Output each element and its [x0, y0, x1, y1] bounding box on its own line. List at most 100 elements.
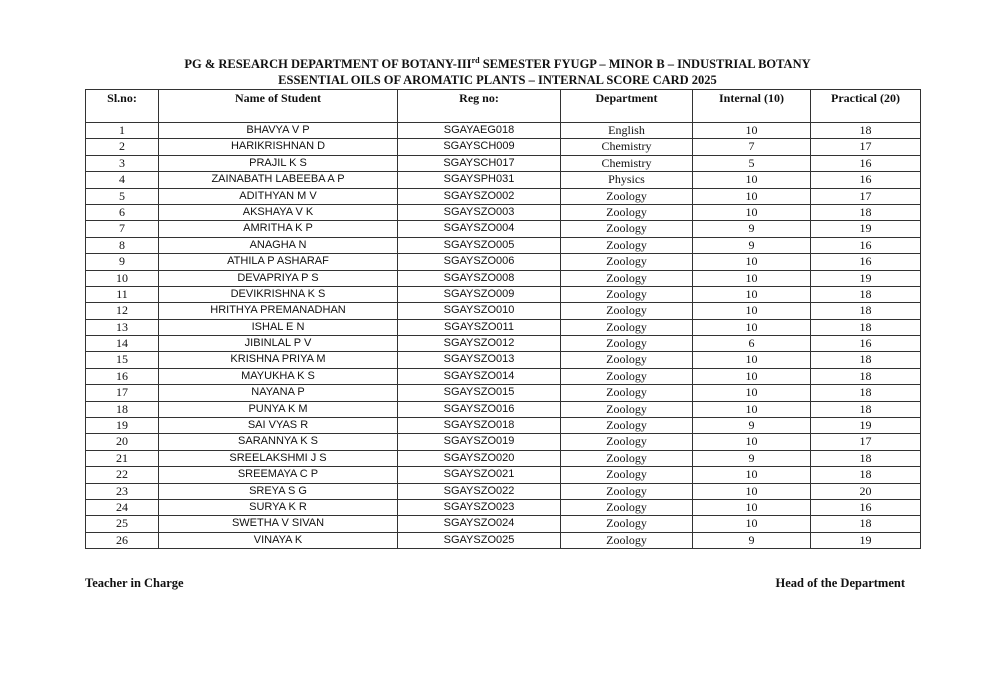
cell-regno: SGAYAEG018: [397, 121, 561, 140]
cell-internal: 6: [692, 335, 811, 353]
cell-internal: 10: [692, 318, 811, 337]
cell-internal: 10: [692, 367, 811, 386]
table-row: 26 VINAYA K SGAYSZO025 Zoology 9 19: [85, 531, 921, 550]
table-row: 23 SREYA S G SGAYSZO022 Zoology 10 20: [85, 482, 921, 500]
cell-slno: 3: [85, 154, 159, 173]
cell-practical: 19: [810, 417, 921, 435]
cell-regno: SGAYSZO012: [397, 335, 561, 353]
header-slno: Sl.no:: [85, 89, 159, 123]
cell-internal: 7: [692, 138, 811, 156]
table-row: 8 ANAGHA N SGAYSZO005 Zoology 9 16: [85, 236, 921, 255]
cell-department: Zoology: [560, 367, 693, 386]
cell-department: Zoology: [560, 466, 693, 484]
cell-regno: SGAYSZO019: [397, 433, 561, 451]
cell-slno: 13: [85, 318, 159, 337]
cell-slno: 18: [85, 400, 159, 419]
cell-department: Zoology: [560, 515, 693, 533]
cell-department: Zoology: [560, 417, 693, 435]
cell-slno: 15: [85, 351, 159, 369]
cell-department: Zoology: [560, 531, 693, 550]
cell-name: PUNYA K M: [158, 400, 398, 419]
cell-department: Zoology: [560, 400, 693, 419]
cell-department: Zoology: [560, 253, 693, 271]
table-row: 9 ATHILA P ASHARAF SGAYSZO006 Zoology 10 16: [85, 253, 921, 271]
cell-practical: 17: [810, 187, 921, 205]
cell-regno: SGAYSZO011: [397, 318, 561, 337]
cell-regno: SGAYSZO016: [397, 400, 561, 419]
cell-practical: 16: [810, 253, 921, 271]
cell-practical: 16: [810, 498, 921, 517]
cell-regno: SGAYSPH031: [397, 171, 561, 189]
cell-name: VINAYA K: [158, 531, 398, 550]
cell-internal: 10: [692, 269, 811, 287]
cell-regno: SGAYSZO009: [397, 285, 561, 304]
cell-slno: 26: [85, 531, 159, 550]
cell-slno: 16: [85, 367, 159, 386]
cell-department: Zoology: [560, 335, 693, 353]
cell-slno: 23: [85, 482, 159, 500]
cell-slno: 9: [85, 253, 159, 271]
cell-practical: 19: [810, 531, 921, 550]
cell-slno: 12: [85, 302, 159, 320]
cell-name: SARANNYA K S: [158, 433, 398, 451]
table-row: 5 ADITHYAN M V SGAYSZO002 Zoology 10 17: [85, 187, 921, 205]
cell-name: ADITHYAN M V: [158, 187, 398, 205]
cell-regno: SGAYSZO010: [397, 302, 561, 320]
cell-department: Zoology: [560, 285, 693, 304]
table-row: 2 HARIKRISHNAN D SGAYSCH009 Chemistry 7 17: [85, 138, 921, 156]
cell-internal: 10: [692, 466, 811, 484]
cell-regno: SGAYSZO018: [397, 417, 561, 435]
cell-name: HRITHYA PREMANADHAN: [158, 302, 398, 320]
cell-regno: SGAYSZO015: [397, 384, 561, 402]
cell-department: Chemistry: [560, 138, 693, 156]
cell-internal: 9: [692, 220, 811, 238]
document-subtitle: ESSENTIAL OILS OF AROMATIC PLANTS – INTE…: [278, 73, 717, 87]
table-header-row: Sl.no: Name of Student Reg no: Departmen…: [85, 89, 921, 123]
cell-slno: 8: [85, 236, 159, 255]
cell-regno: SGAYSZO023: [397, 498, 561, 517]
cell-internal: 10: [692, 482, 811, 500]
cell-practical: 18: [810, 400, 921, 419]
cell-name: SWETHA V SIVAN: [158, 515, 398, 533]
table-row: 3 PRAJIL K S SGAYSCH017 Chemistry 5 16: [85, 154, 921, 173]
cell-department: Zoology: [560, 236, 693, 255]
score-table: Sl.no: Name of Student Reg no: Departmen…: [85, 89, 921, 550]
table-row: 13 ISHAL E N SGAYSZO011 Zoology 10 18: [85, 318, 921, 337]
cell-practical: 18: [810, 515, 921, 533]
cell-practical: 18: [810, 384, 921, 402]
cell-practical: 18: [810, 203, 921, 222]
cell-practical: 19: [810, 220, 921, 238]
cell-department: Zoology: [560, 433, 693, 451]
cell-practical: 18: [810, 449, 921, 468]
cell-practical: 18: [810, 302, 921, 320]
cell-name: HARIKRISHNAN D: [158, 138, 398, 156]
table-row: 14 JIBINLAL P V SGAYSZO012 Zoology 6 16: [85, 335, 921, 353]
cell-name: SREELAKSHMI J S: [158, 449, 398, 468]
cell-slno: 20: [85, 433, 159, 451]
cell-name: ZAINABATH LABEEBA A P: [158, 171, 398, 189]
table-row: 21 SREELAKSHMI J S SGAYSZO020 Zoology 9 18: [85, 449, 921, 468]
header-department: Department: [560, 89, 693, 123]
cell-name: AMRITHA K P: [158, 220, 398, 238]
cell-regno: SGAYSCH017: [397, 154, 561, 173]
cell-department: Zoology: [560, 203, 693, 222]
cell-slno: 4: [85, 171, 159, 189]
cell-name: SREEMAYA C P: [158, 466, 398, 484]
table-row: 1 BHAVYA V P SGAYAEG018 English 10 18: [85, 121, 921, 140]
cell-internal: 10: [692, 384, 811, 402]
cell-department: Chemistry: [560, 154, 693, 173]
cell-name: BHAVYA V P: [158, 121, 398, 140]
cell-department: Physics: [560, 171, 693, 189]
cell-internal: 5: [692, 154, 811, 173]
table-row: 18 PUNYA K M SGAYSZO016 Zoology 10 18: [85, 400, 921, 419]
cell-internal: 10: [692, 351, 811, 369]
cell-department: Zoology: [560, 384, 693, 402]
cell-internal: 10: [692, 302, 811, 320]
cell-internal: 10: [692, 121, 811, 140]
cell-regno: SGAYSZO005: [397, 236, 561, 255]
cell-regno: SGAYSZO014: [397, 367, 561, 386]
cell-regno: SGAYSZO008: [397, 269, 561, 287]
cell-practical: 18: [810, 367, 921, 386]
cell-practical: 18: [810, 318, 921, 337]
title-superscript: rd: [471, 55, 480, 65]
